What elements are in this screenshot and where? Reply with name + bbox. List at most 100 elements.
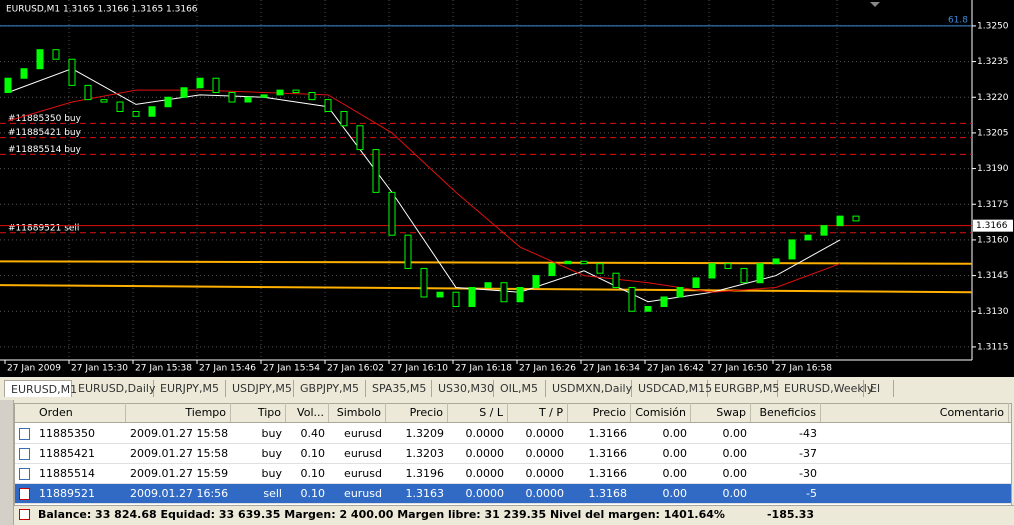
order-icon xyxy=(19,428,30,440)
table-cell: 11885514 xyxy=(39,467,95,480)
bid-label: 1.3166 xyxy=(976,221,1008,231)
chart-tab[interactable]: SPA35,M5 xyxy=(366,380,432,397)
table-cell: 0.00 xyxy=(722,427,748,440)
column-header: Tiempo xyxy=(126,403,231,422)
table-cell: 11885421 xyxy=(39,447,95,460)
candle xyxy=(372,149,380,193)
table-cell: buy xyxy=(261,447,282,460)
table-cell: 2009.01.27 16:56 xyxy=(130,487,229,500)
candle xyxy=(804,234,812,241)
column-header: T / P xyxy=(508,403,568,422)
order-icon xyxy=(19,448,30,460)
x-tick-label: 27 Jan 16:34 xyxy=(583,364,640,374)
table-row[interactable] xyxy=(15,464,1011,484)
status-summary: Balance: 33 824.68 Equidad: 33 639.35 Ma… xyxy=(38,508,725,521)
y-tick-label: 1.3250 xyxy=(977,21,1009,31)
chart-tab[interactable]: OIL,M5 xyxy=(494,380,546,397)
column-header: Comisión xyxy=(631,403,691,422)
candle xyxy=(196,77,204,89)
candle xyxy=(4,77,12,93)
y-tick-label: 1.3220 xyxy=(977,93,1009,103)
candle xyxy=(596,263,604,274)
table-cell: -43 xyxy=(799,427,817,440)
chart-tab[interactable]: USDMXN,Daily xyxy=(546,380,632,397)
x-tick-label: 27 Jan 2009 xyxy=(7,364,61,374)
table-cell: 0.00 xyxy=(662,487,688,500)
x-tick-label: 27 Jan 16:02 xyxy=(327,364,384,374)
table-cell: 0.00 xyxy=(722,487,748,500)
x-tick-label: 27 Jan 16:42 xyxy=(647,364,704,374)
status-bar xyxy=(14,505,1014,525)
table-header xyxy=(15,404,1011,423)
candle xyxy=(324,99,332,113)
chart-tab[interactable]: GBPJPY,M5 xyxy=(294,380,366,397)
candle xyxy=(244,96,252,103)
bid-box xyxy=(973,219,1013,232)
table-cell: 0.0000 xyxy=(465,467,505,480)
chart-tab[interactable]: EURGBP,M5 xyxy=(708,380,779,397)
level-label: #11889521 sell xyxy=(8,223,79,233)
table-cell: 1.3166 xyxy=(588,447,628,460)
scroll-marker xyxy=(870,2,880,7)
table-cell: 0.00 xyxy=(722,447,748,460)
table-cell: 2009.01.27 15:59 xyxy=(130,467,229,480)
candle xyxy=(820,225,828,236)
column-header: Precio xyxy=(568,403,631,422)
candle xyxy=(740,267,748,284)
side-panel xyxy=(0,400,14,525)
chart-tab[interactable]: EURUSD,M1 xyxy=(4,380,77,397)
table-cell: buy xyxy=(261,427,282,440)
candle xyxy=(388,191,396,236)
column-header: Simbolo xyxy=(329,403,386,422)
candle xyxy=(116,101,124,113)
chart-tab[interactable]: EURUSD,Daily xyxy=(72,380,155,397)
candle xyxy=(436,291,444,298)
candle xyxy=(356,125,364,151)
candle xyxy=(260,94,268,98)
table-cell: 1.3209 xyxy=(405,427,445,440)
table-cell: 0.00 xyxy=(662,447,688,460)
candle xyxy=(564,260,572,265)
candle xyxy=(628,286,636,312)
table-cell: 0.00 xyxy=(662,467,688,480)
table-row[interactable] xyxy=(15,444,1011,464)
table-cell: 0.0000 xyxy=(465,427,505,440)
table-row[interactable] xyxy=(15,484,1011,504)
table-cell: 11889521 xyxy=(39,487,95,500)
candle xyxy=(756,263,764,284)
candle xyxy=(516,286,524,303)
candle xyxy=(772,258,780,265)
candle xyxy=(484,282,492,288)
chart-tab[interactable]: USDCAD,M15 xyxy=(632,380,712,397)
level-label: 61.8 xyxy=(948,15,968,25)
chart-tab[interactable]: EURUSD,Weekly xyxy=(778,380,873,397)
status-icon xyxy=(19,509,30,520)
table-cell: 0.00 xyxy=(662,427,688,440)
candle xyxy=(708,263,716,279)
candle xyxy=(148,106,156,117)
chart-tab[interactable]: US30,M30 xyxy=(432,380,494,397)
table-cell: eurusd xyxy=(344,467,382,480)
candle xyxy=(836,215,844,227)
table-cell: 0.0000 xyxy=(465,447,505,460)
candle xyxy=(532,275,540,288)
table-cell: 1.3166 xyxy=(588,467,628,480)
chart-tab[interactable]: USDJPY,M5 xyxy=(226,380,294,397)
chart-tab[interactable]: El xyxy=(864,380,894,397)
x-tick-label: 27 Jan 16:26 xyxy=(519,364,576,374)
candle xyxy=(644,305,652,312)
table-cell: 1.3166 xyxy=(588,427,628,440)
column-header: Beneficios xyxy=(751,403,821,422)
x-tick-label: 27 Jan 15:46 xyxy=(199,364,256,374)
y-tick-label: 1.3205 xyxy=(977,128,1009,138)
chart-tab[interactable]: EURJPY,M5 xyxy=(154,380,226,397)
candle xyxy=(468,286,476,307)
table-cell: 0.40 xyxy=(300,427,326,440)
candle xyxy=(212,77,220,93)
table-row[interactable] xyxy=(15,424,1011,444)
candle xyxy=(660,296,668,307)
candle xyxy=(36,49,44,70)
status-total: -185.33 xyxy=(766,508,814,521)
x-tick-label: 27 Jan 16:58 xyxy=(775,364,832,374)
